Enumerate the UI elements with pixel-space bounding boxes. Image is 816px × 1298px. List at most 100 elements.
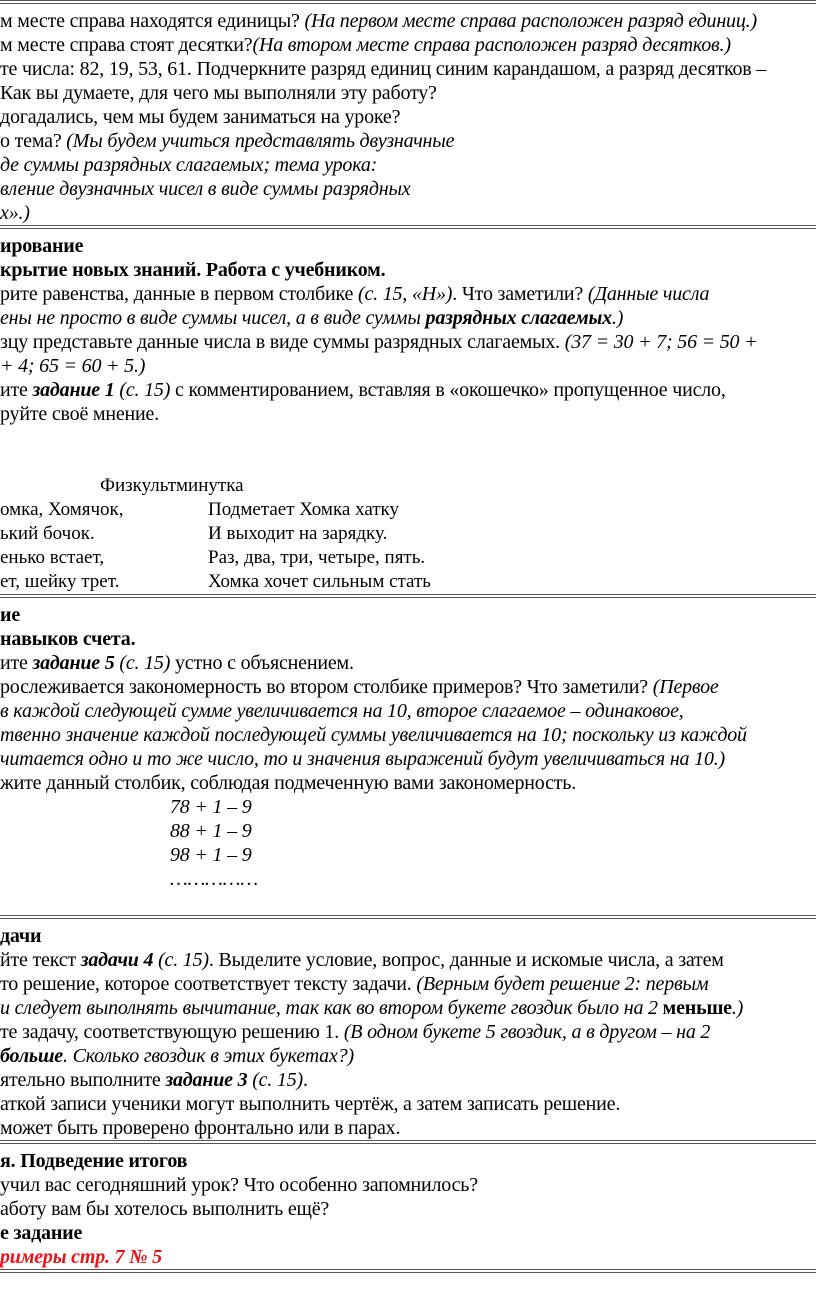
lesson-section: м месте справа находятся единицы? (На пе… [0, 4, 816, 225]
text-line: х».) [0, 201, 816, 225]
text-line: ены не просто в виде суммы чисел, а в ви… [0, 306, 816, 330]
poem-left: енько встает, [0, 547, 105, 568]
text-segment: (На втором месте справа расположен разря… [252, 34, 731, 56]
text-segment: .) [731, 997, 744, 1019]
text-segment: учил вас сегодняшний урок? Что особенно … [0, 1174, 478, 1196]
text-segment: ие [0, 604, 21, 626]
text-segment: . [303, 1069, 308, 1091]
poem-right: Хомка хочет сильным стать [208, 571, 431, 592]
text-segment: крытие новых знаний. Работа с учебником. [0, 259, 386, 281]
blank-line [0, 891, 816, 915]
text-line: может быть проверено фронтально или в па… [0, 1116, 816, 1140]
text-line: о тема? (Мы будем учиться представлять д… [0, 129, 816, 153]
text-line: жите данный столбик, соблюдая подмеченну… [0, 771, 816, 795]
text-line: те числа: 82, 19, 53, 61. Подчеркните ра… [0, 57, 816, 81]
math-expression: 88 + 1 – 9 [170, 820, 252, 842]
text-line: зцу представьте данные числа в виде сумм… [0, 330, 816, 354]
text-line: твенно значение каждой последующей суммы… [0, 723, 816, 747]
poem-right: И выходит на зарядку. [208, 523, 388, 544]
text-line: те задачу, соответствующую решению 1. (В… [0, 1020, 816, 1044]
poem-left: омка, Хомячок, [0, 499, 124, 520]
text-segment: йте текст [0, 949, 81, 971]
text-segment: жите данный столбик, соблюдая подмеченну… [0, 772, 577, 794]
text-line: м месте справа находятся единицы? (На пе… [0, 9, 816, 33]
lesson-section: дачи йте текст задачи 4 (с. 15). Выделите… [0, 919, 816, 1140]
text-segment: ены не просто в виде суммы чисел, а в ви… [0, 307, 426, 329]
text-line: в каждой следующей сумме увеличивается н… [0, 699, 816, 723]
text-segment: (В одном букете 5 гвоздик, а в другом – … [343, 1021, 711, 1043]
text-segment: + 4; 65 = 60 + 5.) [0, 355, 146, 377]
text-segment: задание 1 [32, 379, 115, 401]
blank-line [0, 426, 816, 450]
text-segment: (с. 15, «Н») [358, 283, 453, 305]
section-divider [0, 225, 816, 229]
text-segment: . Выделите условие, вопрос, данные и иск… [208, 949, 724, 971]
text-line: е задание [0, 1221, 816, 1245]
math-expression: …………… [170, 868, 258, 890]
text-segment: м месте справа стоят десятки? [0, 34, 253, 56]
text-segment: то решение, которое соответствует тексту… [0, 973, 417, 995]
text-line: я. Подведение итогов [0, 1149, 816, 1173]
text-segment: (Мы будем учиться представлять двузначны… [66, 130, 455, 152]
section-divider [0, 1269, 816, 1273]
text-line: и следует выполнять вычитание, так как в… [0, 996, 816, 1020]
text-line: вление двузначных чисел в виде суммы раз… [0, 177, 816, 201]
text-line: то решение, которое соответствует тексту… [0, 972, 816, 996]
text-segment: задание 3 [165, 1069, 248, 1091]
poem-left: ький бочок. [0, 523, 95, 544]
physkult-title: Физкультминутка [100, 475, 244, 496]
text-segment: . Сколько гвоздик в этих букетах?) [62, 1045, 354, 1067]
text-segment: де суммы разрядных слагаемых; тема урока… [0, 154, 378, 176]
poem-right: Подметает Хомка хатку [208, 499, 400, 520]
text-line: Как вы думаете, для чего мы выполняли эт… [0, 81, 816, 105]
text-line: навыков счета. [0, 627, 816, 651]
text-segment: навыков счета. [0, 628, 136, 650]
text-segment: те числа: 82, 19, 53, 61. Подчеркните ра… [0, 58, 767, 80]
poem-row: ький бочок. И выходит на зарядку. [0, 522, 816, 546]
text-line: крытие новых знаний. Работа с учебником. [0, 258, 816, 282]
text-segment: аткой записи ученики могут выполнить чер… [0, 1093, 621, 1115]
text-segment: разрядных слагаемых [425, 307, 613, 329]
text-segment: и следует выполнять вычитание, так как в… [0, 997, 663, 1019]
text-line: аткой записи ученики могут выполнить чер… [0, 1092, 816, 1116]
poem-row: омка, Хомячок, Подметает Хомка хатку [0, 498, 816, 522]
text-segment: . Что заметили? [452, 283, 588, 305]
text-segment: (с. 15) [114, 379, 171, 401]
text-segment: Как вы думаете, для чего мы выполняли эт… [0, 82, 437, 104]
blank-line [0, 450, 816, 474]
text-line: ите задание 1 (с. 15) с комментированием… [0, 378, 816, 402]
text-segment: устно с объяснением. [170, 652, 354, 674]
text-segment: может быть проверено фронтально или в па… [0, 1117, 401, 1139]
text-segment: рослеживается закономерность во втором с… [0, 676, 653, 698]
text-segment: руйте своё мнение. [0, 403, 160, 425]
text-segment: с комментированием, вставляя в «окошечко… [170, 379, 726, 401]
text-segment: о тема? [0, 130, 67, 152]
math-expression: 98 + 1 – 9 [170, 844, 252, 866]
text-segment: дачи [0, 925, 42, 947]
text-segment: ите [0, 379, 33, 401]
text-line: йте текст задачи 4 (с. 15). Выделите усл… [0, 948, 816, 972]
text-segment: задание 5 [32, 652, 115, 674]
text-segment: рите равенства, данные в первом столбике [0, 283, 359, 305]
text-segment: (37 = 30 + 7; 56 = 50 + [564, 331, 758, 353]
text-segment: в каждой следующей сумме увеличивается н… [0, 700, 684, 722]
text-segment: х».) [0, 202, 30, 224]
text-line: ирование [0, 234, 816, 258]
text-segment: те задачу, соответствующую решению 1. [0, 1021, 344, 1043]
text-segment: (с. 15) [247, 1069, 303, 1091]
text-line: римеры стр. 7 № 5 [0, 1245, 816, 1269]
math-expression: 78 + 1 – 9 [170, 796, 252, 818]
text-segment: ирование [0, 235, 84, 257]
text-segment: твенно значение каждой последующей суммы… [0, 724, 747, 746]
section-divider [0, 594, 816, 598]
text-line: больше. Сколько гвоздик в этих букетах?) [0, 1044, 816, 1068]
text-line: догадались, чем мы будем заниматься на у… [0, 105, 816, 129]
text-line: рите равенства, данные в первом столбике… [0, 282, 816, 306]
poem-left: ет, шейку трет. [0, 571, 120, 592]
text-line: читается одно и то же число, то и значен… [0, 747, 816, 771]
lesson-section: ирование крытие новых знаний. Работа с уч… [0, 229, 816, 594]
text-line: рослеживается закономерность во втором с… [0, 675, 816, 699]
text-segment: ите [0, 652, 33, 674]
text-segment: (Данные числа [587, 283, 710, 305]
